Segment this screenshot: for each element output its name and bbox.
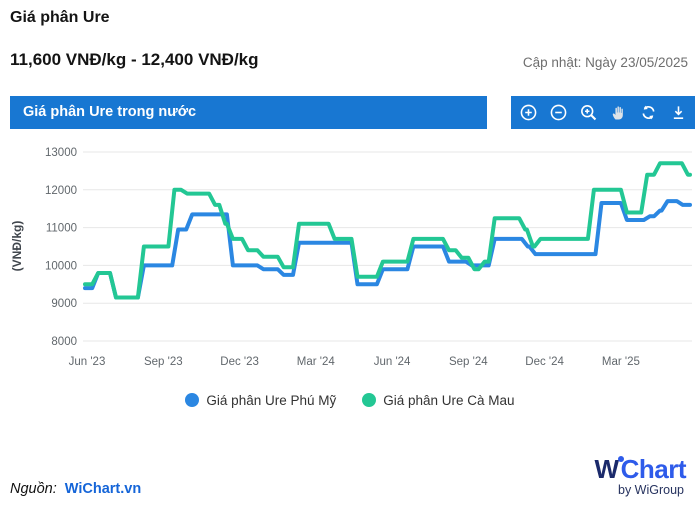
refresh-icon xyxy=(641,105,655,120)
download-button[interactable] xyxy=(666,101,690,125)
logo-byline: by WiGroup xyxy=(618,483,684,497)
page-title: Giá phân Ure xyxy=(10,9,110,26)
chart-header-bar: Giá phân Ure trong nước xyxy=(10,96,695,129)
x-tick-label: Mar '24 xyxy=(297,356,336,368)
selection-zoom-button[interactable] xyxy=(576,101,600,125)
y-tick-label: 8000 xyxy=(51,336,77,348)
y-tick-label: 10000 xyxy=(45,260,77,272)
price-chart[interactable]: 8000 9000 10000 11000 12000 13000 Jun '23 Sep '… xyxy=(0,135,700,380)
download-icon xyxy=(673,106,683,119)
x-tick-label: Sep '23 xyxy=(144,356,183,368)
series-line-phu-my[interactable] xyxy=(83,199,692,300)
logo-w: W xyxy=(594,454,620,484)
price-range: 11,600 VNĐ/kg - 12,400 VNĐ/kg xyxy=(10,50,259,69)
y-tick-label: 13000 xyxy=(45,147,77,159)
zoom-in-button[interactable] xyxy=(516,101,540,125)
legend-item-ca-mau[interactable]: Giá phân Ure Cà Mau xyxy=(362,392,515,408)
zoom-out-icon xyxy=(550,104,566,121)
x-tick-label: Sep '24 xyxy=(449,356,488,368)
legend-label-ca-mau: Giá phân Ure Cà Mau xyxy=(383,392,515,408)
pan-button[interactable] xyxy=(606,101,630,125)
header: Giá phân Ure 11,600 VNĐ/kg - 12,400 VNĐ/… xyxy=(0,0,700,70)
source: Nguồn: WiChart.vn xyxy=(10,481,141,497)
chart-toolbar xyxy=(511,96,695,129)
chart-title-banner: Giá phân Ure trong nước xyxy=(10,96,487,129)
logo-i-dot-icon xyxy=(617,456,624,462)
legend-marker-ca-mau xyxy=(362,393,377,407)
y-axis-title: (VNĐ/kg) xyxy=(10,221,24,272)
hand-icon xyxy=(612,106,623,120)
chart-title: Giá phân Ure trong nước xyxy=(23,104,197,120)
reset-zoom-button[interactable] xyxy=(636,101,660,125)
update-date: Cập nhật: Ngày 23/05/2025 xyxy=(522,55,688,70)
x-tick-label: Dec '23 xyxy=(220,356,259,368)
magnifier-plus-icon xyxy=(580,105,596,121)
legend-item-phu-my[interactable]: Giá phân Ure Phú Mỹ xyxy=(185,393,336,408)
x-tick-label: Jun '23 xyxy=(69,356,106,368)
zoom-out-button[interactable] xyxy=(546,101,570,125)
logo-chart: Chart xyxy=(620,454,687,484)
x-tick-label: Jun '24 xyxy=(374,356,411,368)
legend-marker-phu-my xyxy=(185,393,200,407)
wichart-logo: WChart by WiGroup xyxy=(594,454,687,497)
source-label: Nguồn: xyxy=(10,481,57,497)
y-tick-label: 9000 xyxy=(51,298,77,310)
y-tick-label: 11000 xyxy=(46,223,77,235)
y-tick-label: 12000 xyxy=(45,185,77,197)
legend-label-phu-my: Giá phân Ure Phú Mỹ xyxy=(206,392,337,408)
series-line-ca-mau[interactable] xyxy=(83,161,692,300)
zoom-in-icon xyxy=(520,104,536,121)
logo-wordmark: WChart xyxy=(594,454,687,484)
chart-legend: Giá phân Ure Phú Mỹ Giá phân Ure Cà Mau xyxy=(0,390,700,410)
footer: Nguồn: WiChart.vn WChart by WiGroup xyxy=(0,456,700,497)
source-link[interactable]: WiChart.vn xyxy=(64,481,142,497)
x-tick-label: Dec '24 xyxy=(525,356,564,368)
x-tick-label: Mar '25 xyxy=(602,356,640,368)
